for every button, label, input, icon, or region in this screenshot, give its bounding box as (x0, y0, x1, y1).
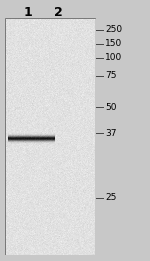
Text: 37: 37 (105, 128, 117, 138)
Text: 250: 250 (105, 26, 122, 34)
Text: 2: 2 (54, 5, 62, 19)
Text: 50: 50 (105, 103, 117, 111)
Text: 75: 75 (105, 72, 117, 80)
Text: 25: 25 (105, 193, 116, 203)
Text: 1: 1 (24, 5, 32, 19)
Text: 150: 150 (105, 39, 122, 49)
Text: 100: 100 (105, 54, 122, 62)
